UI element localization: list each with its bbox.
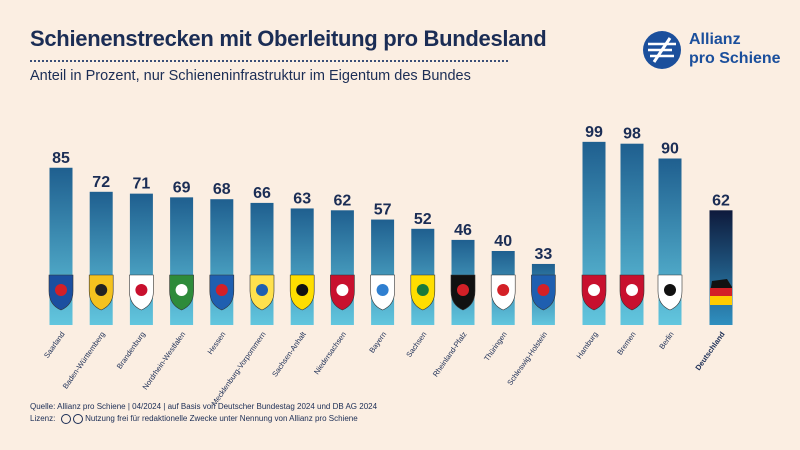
cc-icon [60, 414, 71, 424]
coat-of-arms-sachsen-anhalt [289, 274, 315, 311]
category-label: Schleswig-Holstein [505, 330, 549, 387]
coat-of-arms-bayern [370, 274, 395, 311]
value-label: 85 [52, 150, 70, 167]
value-label: 68 [213, 181, 231, 198]
value-label: 62 [712, 192, 730, 209]
by-icon [72, 414, 83, 424]
category-label: Bremen [615, 330, 637, 357]
license-text: Nutzung frei für redaktionelle Zwecke un… [85, 414, 358, 424]
category-label: Thüringen [482, 330, 509, 363]
page-title: Schienenstrecken mit Oberleitung pro Bun… [30, 26, 547, 51]
coat-of-arms-saarland [48, 274, 74, 311]
logo-line1: Allianz [689, 31, 741, 48]
category-label: Sachsen-Anhalt [270, 329, 308, 378]
page-subtitle: Anteil in Prozent, nur Schieneninfrastru… [30, 68, 471, 84]
value-label: 46 [454, 222, 472, 239]
license-label: Lizenz: [30, 414, 56, 424]
coat-of-arms-bremen [619, 274, 645, 311]
value-label: 69 [173, 179, 191, 196]
germany-map-icon [710, 279, 732, 305]
category-label: Brandenburg [115, 330, 147, 371]
coat-of-arms-baden-wuerttemberg [88, 274, 114, 311]
coat-of-arms-sachsen [410, 274, 436, 311]
value-label: 63 [293, 190, 311, 207]
coat-of-arms-thueringen [490, 274, 516, 311]
category-label: Niedersachsen [312, 330, 348, 376]
license-note: Lizenz: Nutzung frei für redaktionelle Z… [30, 414, 358, 424]
category-label: Berlin [657, 330, 675, 351]
coat-of-arms-berlin [657, 274, 683, 311]
coat-of-arms-brandenburg [129, 274, 154, 311]
category-label: Sachsen [404, 330, 428, 359]
coat-of-arms-hamburg [581, 274, 607, 311]
value-label: 98 [623, 126, 641, 143]
logo-line2: pro Schiene [689, 50, 781, 67]
category-label: Bayern [367, 330, 388, 355]
category-label: Saarland [42, 330, 67, 360]
value-label: 72 [92, 174, 110, 191]
value-label: 57 [374, 202, 392, 219]
value-label: 90 [661, 141, 679, 158]
value-label: 62 [334, 192, 352, 209]
title-divider [30, 60, 508, 62]
coat-of-arms-niedersachsen [330, 274, 355, 311]
value-label: 71 [133, 176, 151, 193]
value-label: 40 [494, 233, 512, 250]
category-label: Baden-Württemberg [61, 330, 107, 390]
value-label: 52 [414, 211, 432, 228]
coat-of-arms-nordrhein-westfalen [169, 274, 194, 311]
category-label: Hessen [205, 330, 227, 356]
category-label: Rheinland-Pfalz [431, 330, 469, 379]
value-label: 99 [585, 124, 603, 141]
allianz-pro-schiene-logo: Allianz pro Schiene [642, 30, 782, 74]
bar-deutschland [709, 210, 733, 325]
category-label: Nordrhein-Westfalen [140, 330, 187, 391]
value-label: 66 [253, 185, 271, 202]
category-label: Hamburg [575, 330, 600, 360]
coat-of-arms-mecklenburg-vorpommern [249, 274, 275, 311]
value-label: 33 [535, 246, 553, 263]
coat-of-arms-rheinland-pfalz [450, 274, 476, 311]
source-note: Quelle: Allianz pro Schiene | 04/2024 | … [30, 402, 378, 411]
coat-of-arms-hessen [209, 274, 235, 311]
category-label: Deutschland [693, 330, 726, 372]
logo-wordmark: Allianz pro Schiene [689, 30, 781, 68]
coat-of-arms-schleswig-holstein [531, 274, 556, 311]
logo-icon [643, 31, 681, 69]
